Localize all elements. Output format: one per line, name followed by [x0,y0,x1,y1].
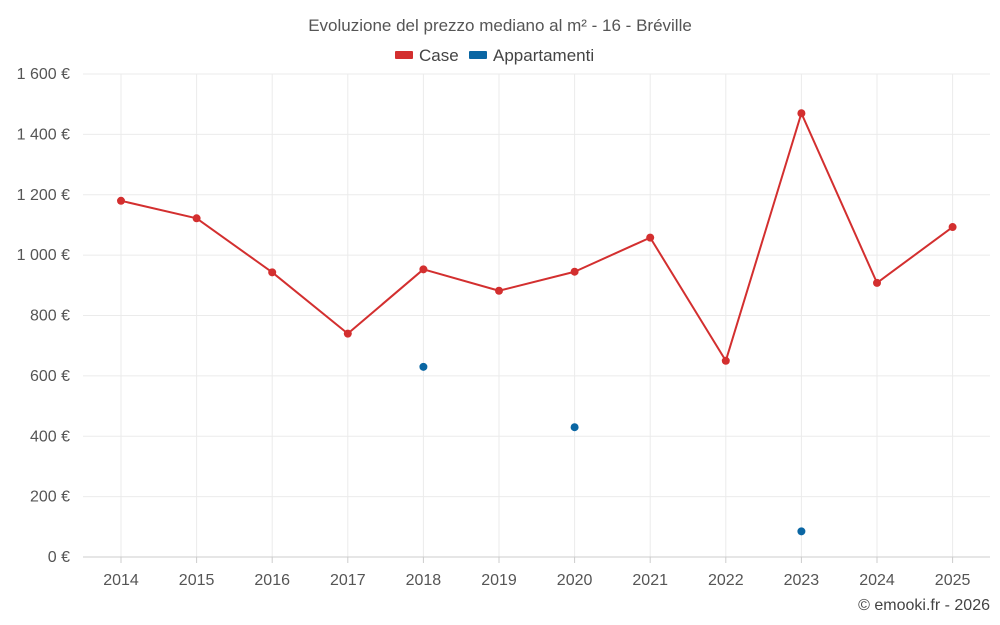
y-axis: 0 € 200 € 400 € 600 € 800 € 1 000 € 1 200 € 1 4… [17,66,70,566]
data-point-appartamenti-2020[interactable] [570,423,579,432]
series-line-case [120,112,954,362]
legend-item-case[interactable]: Case [395,46,459,65]
x-tick-label: 2023 [784,572,820,589]
data-point-case-2020[interactable] [570,267,579,276]
data-point-case-2019[interactable] [495,286,503,295]
x-tick-label: 2018 [406,572,442,589]
plot-area [117,109,957,536]
legend-swatch-appartamenti [469,51,487,59]
x-tick-label: 2017 [330,572,366,589]
x-tick-label: 2025 [935,572,971,589]
data-point-case-2025[interactable] [948,223,957,232]
x-tick-label: 2016 [254,572,290,589]
x-tick-label: 2021 [632,572,668,589]
legend: Case Appartamenti [395,46,594,65]
y-tick-label: 800 € [30,308,70,325]
data-point-appartamenti-2023[interactable] [797,527,806,536]
data-point-case-2022[interactable] [721,356,730,365]
x-tick-label: 2020 [557,572,593,589]
legend-label-case: Case [419,46,459,65]
y-tick-label: 1 600 € [17,66,70,83]
series-appartamenti [419,362,806,536]
data-point-case-2016[interactable] [268,268,277,277]
data-point-case-2024[interactable] [873,278,881,287]
chart-title: Evoluzione del prezzo mediano al m² - 16… [308,16,692,35]
y-tick-label: 400 € [30,428,70,445]
x-axis: 2014 2015 2016 2017 2018 2019 2020 2021 2022 2023… [83,556,990,589]
legend-swatch-case [395,51,413,59]
x-tick-label: 2014 [103,572,139,589]
y-tick-label: 1 000 € [17,247,70,264]
data-point-case-2018[interactable] [419,265,428,274]
x-tick-label: 2015 [179,572,215,589]
y-tick-label: 0 € [48,549,70,566]
data-point-appartamenti-2018[interactable] [419,362,428,371]
data-point-case-2021[interactable] [646,233,655,242]
data-point-case-2017[interactable] [343,329,352,338]
data-point-case-2015[interactable] [192,214,201,223]
grid [83,73,990,557]
x-tick-label: 2019 [481,572,517,589]
x-tick-label: 2024 [859,572,895,589]
y-tick-label: 600 € [30,368,70,385]
data-point-case-2014[interactable] [117,196,125,205]
credit-text: © emooki.fr - 2026 [858,597,990,614]
series-case [117,109,957,365]
y-tick-label: 1 400 € [17,126,70,143]
x-tick-label: 2022 [708,572,744,589]
legend-item-appartamenti[interactable]: Appartamenti [469,46,594,65]
data-point-case-2023[interactable] [797,109,806,118]
legend-label-appartamenti: Appartamenti [493,46,594,65]
y-tick-label: 1 200 € [17,187,70,204]
y-tick-label: 200 € [30,489,70,506]
